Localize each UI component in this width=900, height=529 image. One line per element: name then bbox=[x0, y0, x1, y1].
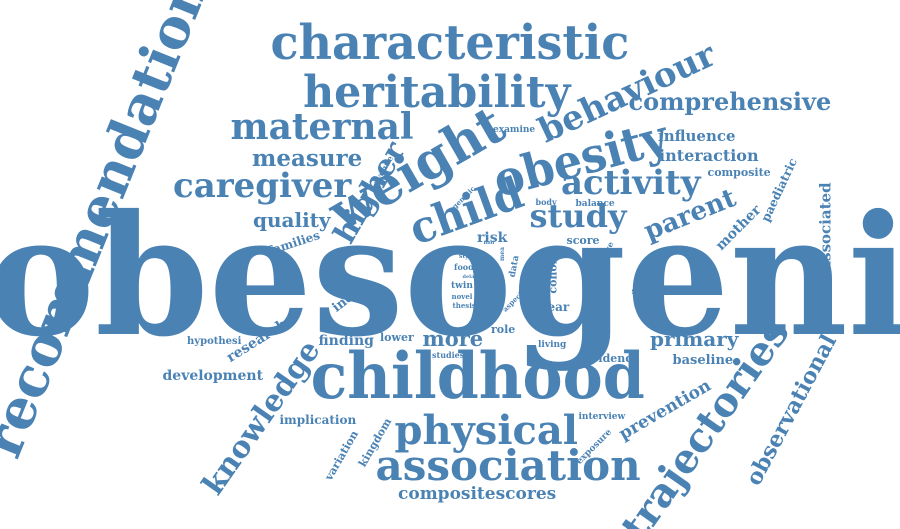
word-obesogenic: obesogenic bbox=[0, 179, 900, 374]
word-variation: variation bbox=[321, 427, 361, 483]
word-quality: quality bbox=[253, 208, 331, 232]
word-compositescores: compositescores bbox=[398, 483, 557, 504]
word-evidence: evidence bbox=[585, 351, 639, 365]
word-score: score bbox=[566, 233, 600, 247]
word-twin: twin bbox=[451, 280, 473, 291]
word-examine: examine bbox=[493, 124, 536, 135]
word-novel: novel bbox=[451, 291, 473, 301]
word-food: food bbox=[454, 262, 474, 272]
word-lower: lower bbox=[380, 330, 414, 344]
word-studies: studies bbox=[432, 350, 465, 360]
word-delay: delay bbox=[462, 273, 478, 280]
word-balance: balance bbox=[575, 198, 615, 209]
word-composite: composite bbox=[707, 165, 771, 179]
word-finding: finding bbox=[318, 333, 374, 349]
word-activity: activity bbox=[561, 163, 701, 203]
word-hypothesi: hypothesi bbox=[187, 336, 242, 347]
word-association: association bbox=[375, 441, 641, 490]
word-thesis: thesis bbox=[452, 300, 476, 310]
word-comprehensive: comprehensive bbox=[628, 87, 832, 116]
word-support: support bbox=[631, 286, 671, 297]
word-risk: risk bbox=[477, 230, 508, 246]
word-implication: implication bbox=[279, 413, 357, 427]
word-baseline: baseline bbox=[672, 352, 734, 368]
word-body: body bbox=[535, 197, 557, 207]
word-measure: measure bbox=[252, 144, 363, 172]
word-childhood: childhood bbox=[310, 339, 645, 414]
word-caregiver: caregiver bbox=[173, 166, 352, 206]
word-cohort: cohort bbox=[546, 252, 560, 294]
word-physical: physical bbox=[394, 407, 578, 454]
word-influence: influence bbox=[658, 126, 736, 145]
word-mea: mea bbox=[499, 246, 507, 262]
word-characteristic: characteristic bbox=[270, 15, 630, 71]
word-interaction: interaction bbox=[659, 146, 759, 165]
word-role: role bbox=[491, 322, 516, 336]
word-find: find bbox=[483, 239, 495, 246]
word-associated: associated bbox=[816, 181, 835, 271]
word-living: living bbox=[538, 339, 567, 350]
word-study: study bbox=[529, 197, 627, 235]
word-more: more bbox=[422, 325, 484, 351]
word-year: year bbox=[540, 300, 570, 314]
word-style: style bbox=[459, 253, 475, 260]
word-maternal: maternal bbox=[230, 106, 414, 148]
word-development: development bbox=[162, 368, 264, 384]
word-primary: primary bbox=[650, 327, 739, 351]
word-interview: interview bbox=[578, 411, 626, 422]
word-heritability: heritability bbox=[303, 67, 571, 118]
